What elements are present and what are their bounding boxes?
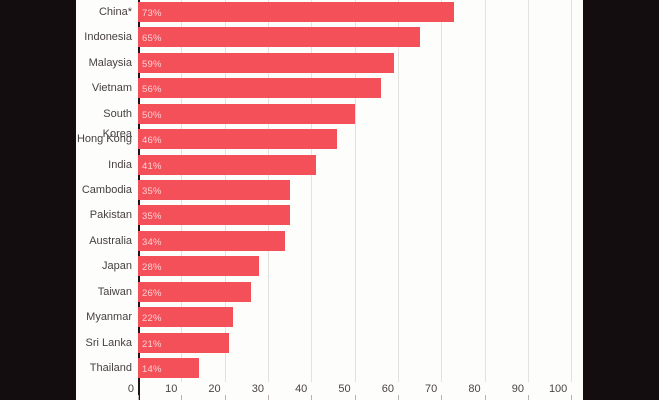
bar-row: Thailand 14% <box>76 358 583 379</box>
bar-row: Myanmar 22% <box>76 307 583 328</box>
bar-row: India 41% <box>76 154 583 175</box>
gridline-50 <box>354 0 356 382</box>
bar-row: Pakistan 35% <box>76 205 583 226</box>
category-label: Pakistan <box>89 209 132 222</box>
bar-row: Malaysia 59% <box>76 52 583 73</box>
x-tick-label: 0 <box>127 383 134 395</box>
bar-value-label: 73% <box>142 8 162 19</box>
bar: 59% <box>138 52 394 73</box>
gridline-100 <box>571 0 573 382</box>
category-label: South Korea <box>102 107 132 140</box>
x-tick-label: 40 <box>295 383 308 395</box>
bar-row: Australia 34% <box>76 230 583 251</box>
gridline-90 <box>527 0 529 382</box>
bottom-tick <box>397 395 399 400</box>
x-tick-label: 70 <box>425 383 438 395</box>
bar: 28% <box>138 256 260 277</box>
bottom-tick <box>571 395 573 400</box>
bottom-tick <box>484 395 486 400</box>
bar: 22% <box>138 307 234 328</box>
category-label: Australia <box>89 234 132 247</box>
bar-value-label: 14% <box>142 364 162 376</box>
bar-row: Hong Kong 46% <box>76 129 583 150</box>
bar-row: Sri Lanka 21% <box>76 332 583 353</box>
bar: 50% <box>138 103 355 124</box>
bar-value-label: 35% <box>142 211 162 223</box>
bar-value-label: 50% <box>142 109 162 121</box>
bottom-tick <box>267 395 269 400</box>
x-tick-label: 60 <box>381 383 394 395</box>
bar-value-label: 26% <box>142 287 162 299</box>
bar-row: Japan 28% <box>76 256 583 277</box>
bar-row: South Korea 50% <box>76 103 583 140</box>
bar-row: Taiwan 26% <box>76 281 583 302</box>
category-label: Malaysia <box>88 56 132 69</box>
bar-value-label: 21% <box>142 338 162 350</box>
gridline-40 <box>311 0 313 382</box>
category-label: Japan <box>102 260 132 273</box>
x-tick-label: 90 <box>511 383 524 395</box>
bar-value-label: 59% <box>142 58 162 70</box>
bottom-tick <box>311 395 313 400</box>
bar: 35% <box>138 180 290 200</box>
bar-value-label: 28% <box>142 262 162 274</box>
category-label: Cambodia <box>81 184 132 196</box>
bottom-tick <box>354 395 356 400</box>
bar-row: Vietnam 56% <box>76 78 583 99</box>
bar: 73% <box>138 2 455 22</box>
x-tick-label: 80 <box>468 383 481 395</box>
bar-value-label: 34% <box>142 236 162 248</box>
category-label: Myanmar <box>86 311 132 324</box>
bar-value-label: 65% <box>142 33 162 45</box>
x-tick-label: 100 <box>548 383 568 395</box>
category-label: Taiwan <box>97 285 132 298</box>
bar-value-label: 41% <box>142 160 162 172</box>
zero-axis-line <box>138 0 140 400</box>
bar-row: China* 73% <box>76 2 583 22</box>
chart-plot-area: China* 73% Indonesia 65% Malaysia 59% Vietnam 5… <box>76 0 583 400</box>
category-label: Indonesia <box>84 31 132 44</box>
category-label: India <box>108 158 132 171</box>
x-tick-label: 10 <box>165 383 178 395</box>
bar: 65% <box>138 27 420 48</box>
category-label: China* <box>98 6 132 18</box>
bar: 14% <box>138 358 199 379</box>
bottom-tick <box>441 395 443 400</box>
bar-row: Cambodia 35% <box>76 180 583 200</box>
bar-value-label: 46% <box>142 135 162 147</box>
bar: 46% <box>138 129 338 150</box>
x-tick-label: 30 <box>251 383 264 395</box>
bottom-tick <box>138 395 139 400</box>
category-label: Thailand <box>89 362 132 375</box>
x-tick-label: 50 <box>338 383 351 395</box>
bar: 26% <box>138 281 251 302</box>
bar-value-label: 35% <box>142 186 162 197</box>
bar: 41% <box>138 154 316 175</box>
horizontal-bar-chart: China* 73% Indonesia 65% Malaysia 59% Vietnam 5… <box>76 0 583 400</box>
bottom-tick <box>181 395 183 400</box>
bar-value-label: 56% <box>142 84 162 96</box>
bottom-tick <box>527 395 529 400</box>
bottom-tick <box>224 395 226 400</box>
gridline-80 <box>484 0 486 382</box>
category-label: Hong Kong <box>76 133 132 146</box>
bar: 35% <box>138 205 290 226</box>
bar: 34% <box>138 230 286 251</box>
bar: 21% <box>138 332 229 353</box>
gridline-60 <box>397 0 399 382</box>
bar: 56% <box>138 78 381 99</box>
category-label: Sri Lanka <box>85 336 132 349</box>
gridline-70 <box>441 0 443 382</box>
bar-value-label: 22% <box>142 313 162 325</box>
x-tick-label: 20 <box>208 383 221 395</box>
bar-row: Indonesia 65% <box>76 27 583 48</box>
category-label: Vietnam <box>91 82 132 95</box>
